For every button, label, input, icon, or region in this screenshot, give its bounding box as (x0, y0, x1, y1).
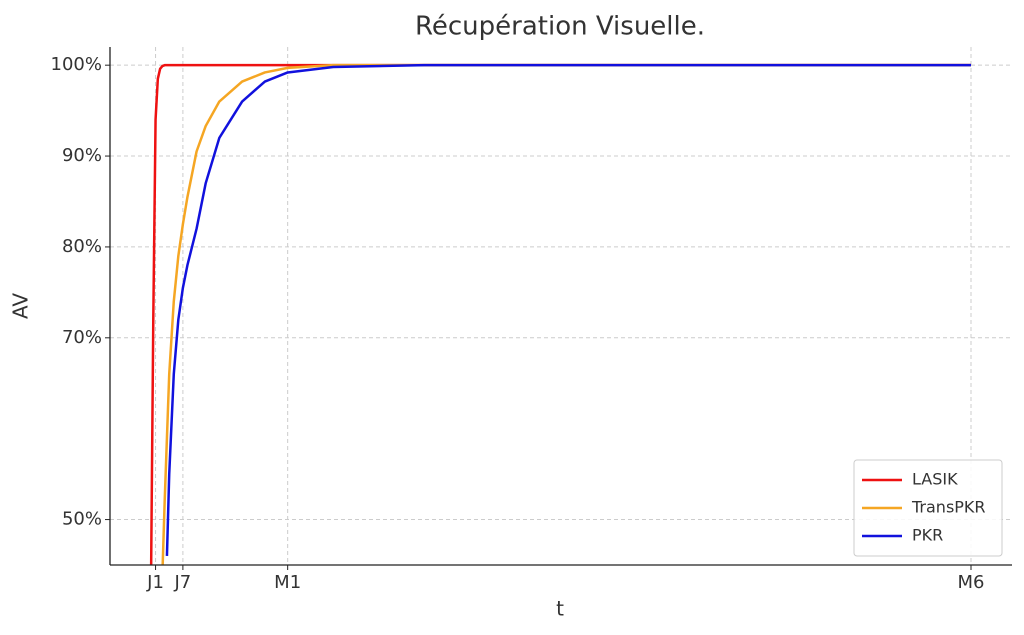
x-tick-label: M6 (958, 572, 985, 593)
data-line (165, 63, 971, 556)
x-axis-label: t (556, 597, 564, 621)
x-tick-label: J7 (174, 572, 192, 593)
y-axis-label: AV (9, 293, 33, 319)
data-line (149, 63, 971, 565)
y-tick-label: 90% (62, 145, 102, 166)
legend-label: PKR (912, 526, 943, 545)
legend-label: TransPKR (911, 498, 986, 517)
legend-label: LASIK (912, 470, 958, 489)
data-line (161, 63, 971, 565)
y-tick-label: 50% (62, 509, 102, 530)
y-tick-label: 70% (62, 327, 102, 348)
legend: LASIK TransPKR PKR (853, 459, 1003, 557)
lines (149, 63, 971, 565)
x-tick-label: J1 (146, 572, 164, 593)
y-tick-label: 100% (51, 54, 102, 75)
y-tick-label: 80% (62, 236, 102, 257)
chart-title: Récupération Visuelle. (415, 12, 705, 42)
x-tick-label: M1 (274, 572, 301, 593)
legend-box (853, 459, 1003, 557)
